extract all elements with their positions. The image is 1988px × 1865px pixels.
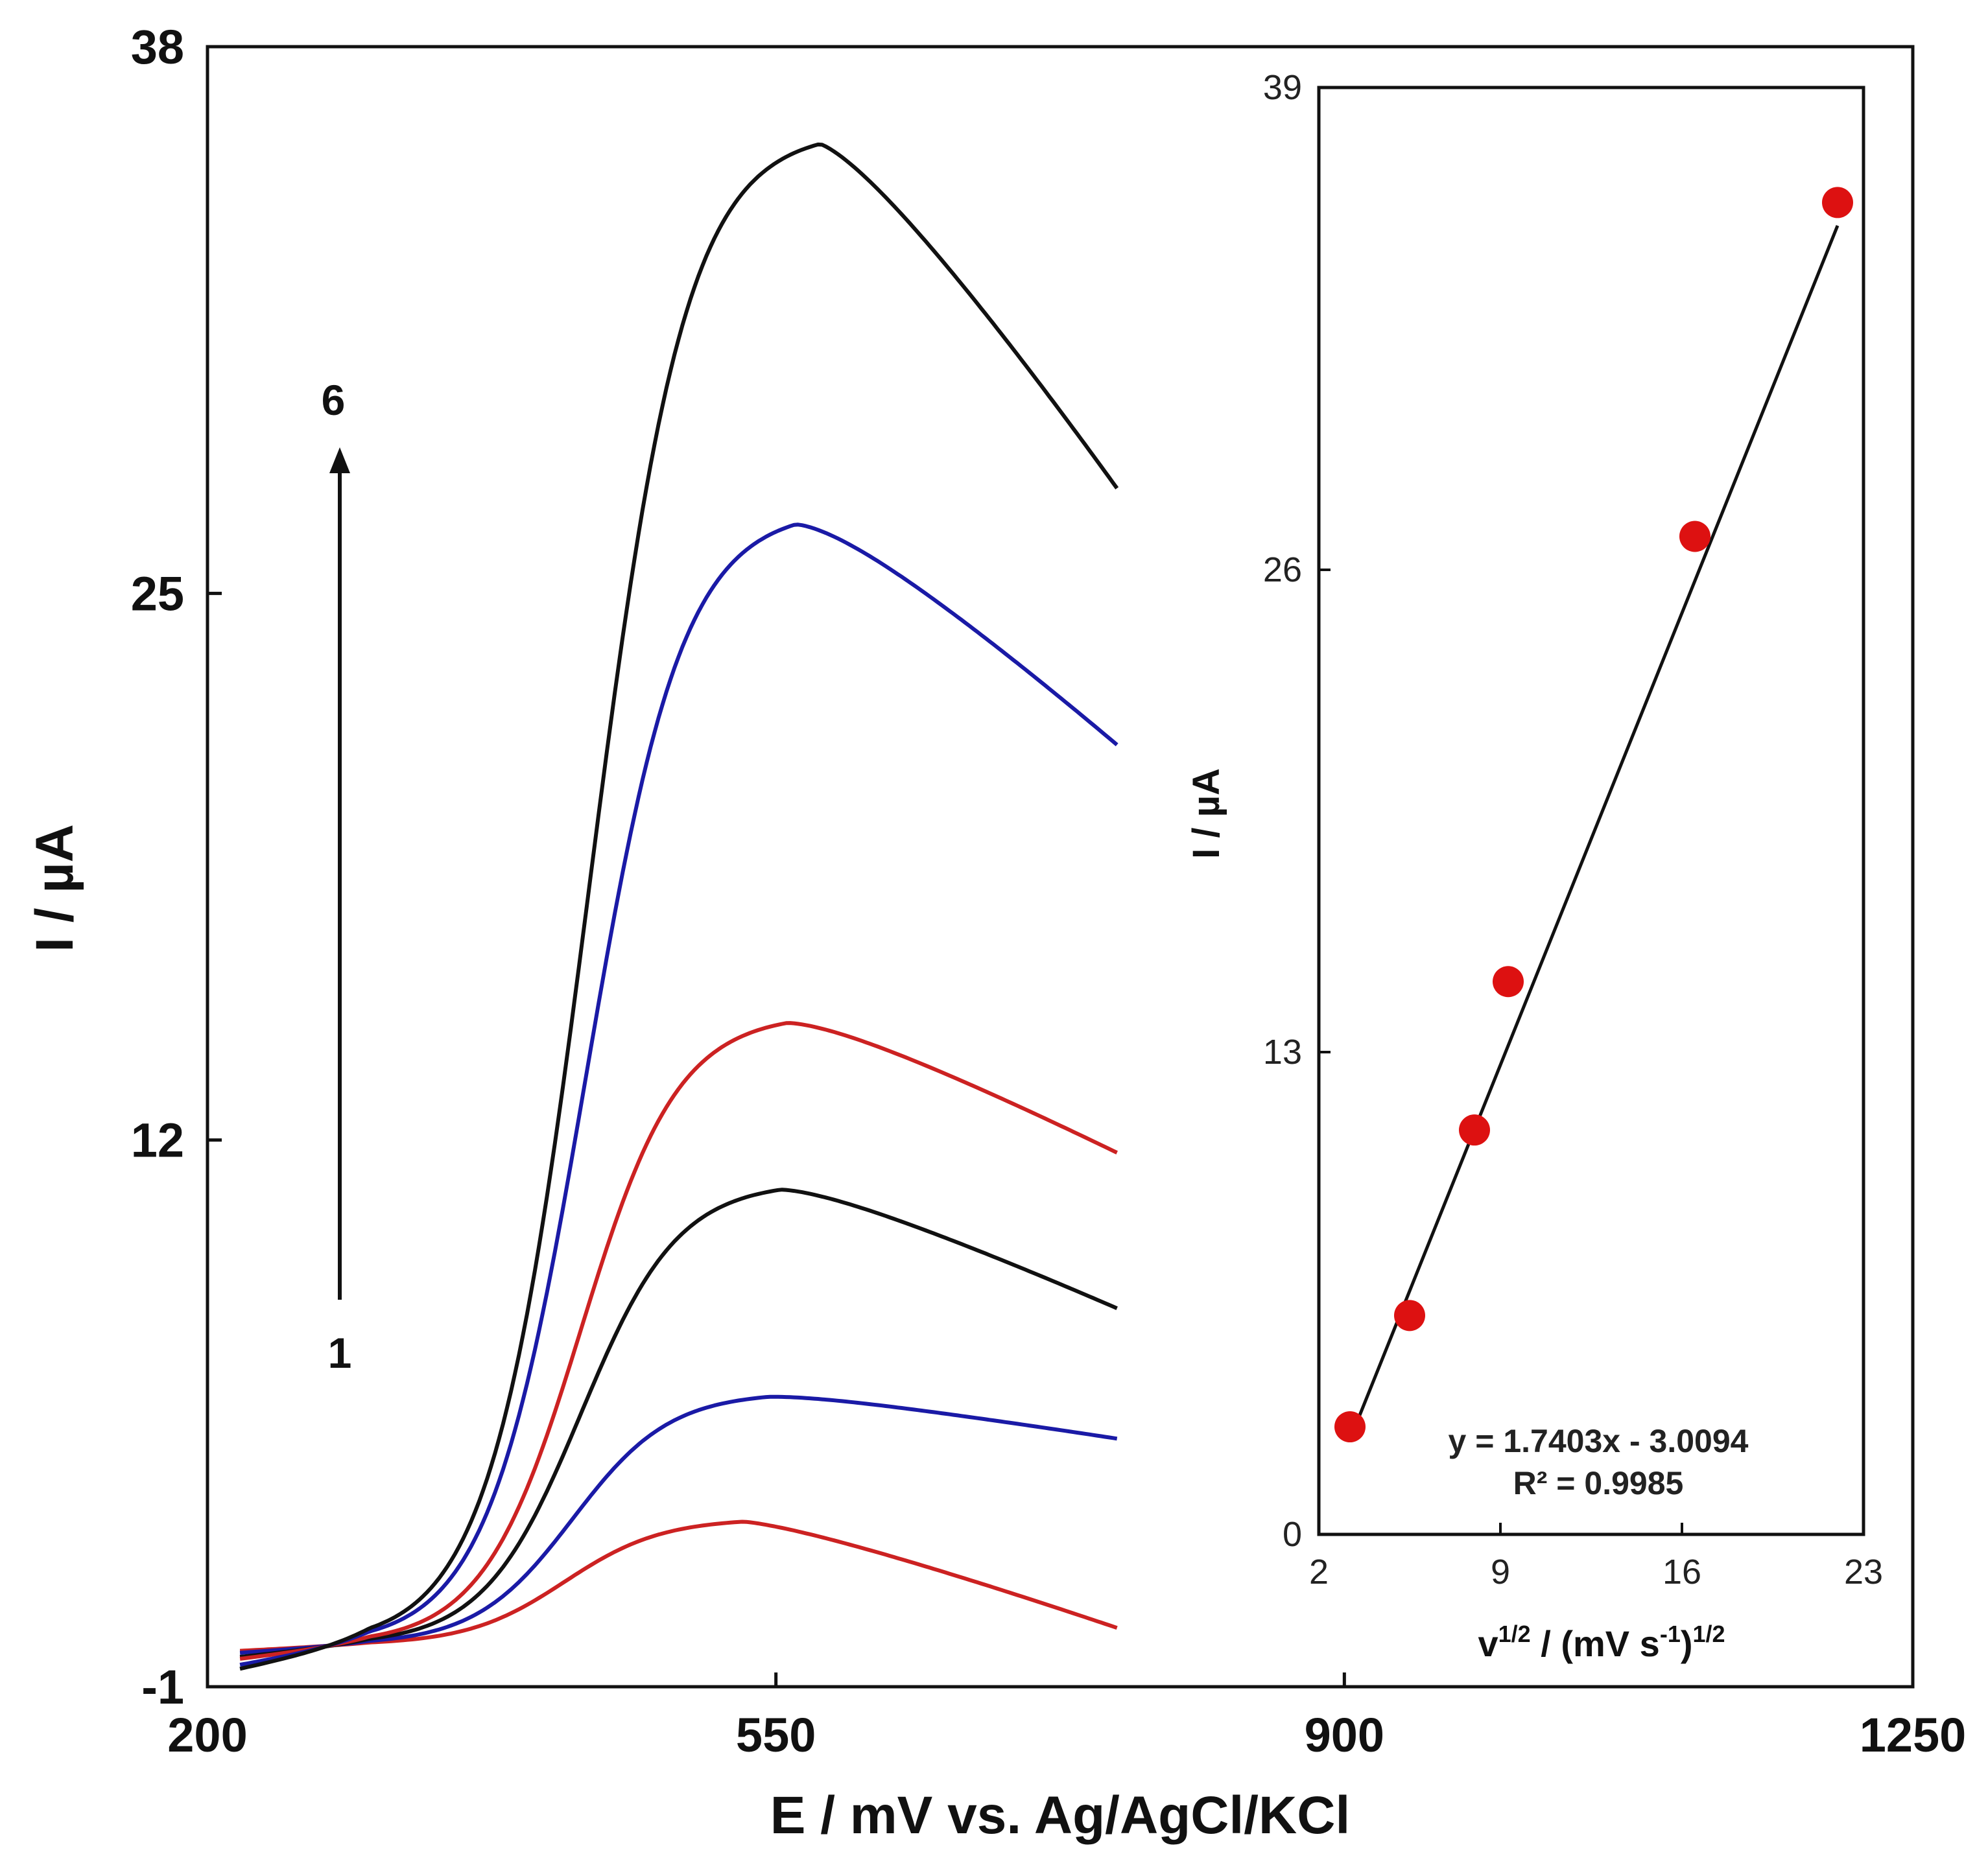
inset-y-axis-title: I / µA — [1185, 768, 1227, 859]
inset-equation: y = 1.7403x - 3.0094 — [1449, 1423, 1749, 1459]
main-curves — [239, 142, 1119, 1671]
inset-r-squared: R² = 0.9985 — [1513, 1465, 1684, 1501]
main-x-axis-title: E / mV vs. Ag/AgCl/KCl — [770, 1786, 1351, 1845]
inset-x-tick-label: 23 — [1844, 1553, 1883, 1591]
main-x-tick-label: 900 — [1305, 1708, 1384, 1762]
main-y-tick-label: 12 — [131, 1114, 184, 1167]
scan-rate-arrow: 6 1 — [322, 376, 352, 1377]
arrow-head — [329, 447, 350, 473]
inset-xlabel-sup3: 1/2 — [1693, 1621, 1725, 1647]
curve-series-6 — [239, 142, 1119, 1671]
curve-series-1 — [239, 1519, 1118, 1653]
inset-x-ticks: 2 9 16 23 — [1309, 1523, 1883, 1591]
main-x-ticks: 200 550 900 1250 — [167, 1672, 1966, 1762]
arrow-start-label: 1 — [328, 1329, 352, 1377]
inset-fit-line — [1348, 225, 1840, 1440]
inset-y-ticks: 0 13 26 39 — [1263, 68, 1331, 1554]
inset-data-point — [1334, 1411, 1366, 1443]
inset-data-point — [1493, 966, 1524, 998]
inset-xlabel-sup1: 1/2 — [1498, 1621, 1531, 1647]
main-x-tick-label: 200 — [167, 1708, 247, 1762]
curve-series-2 — [239, 1394, 1118, 1655]
main-x-tick-label: 550 — [736, 1708, 816, 1762]
inset-x-axis-title: v1/2 / (mV s-1)1/2 — [1478, 1621, 1725, 1664]
inset-data-point — [1459, 1114, 1490, 1146]
main-y-tick-label: 25 — [131, 567, 184, 620]
inset-points — [1334, 187, 1853, 1443]
arrow-end-label: 6 — [322, 376, 346, 424]
inset-data-point — [1822, 187, 1853, 218]
inset-xlabel-end: ) — [1681, 1623, 1693, 1664]
curve-series-5 — [239, 522, 1118, 1667]
inset-xlabel-sup2: -1 — [1660, 1621, 1681, 1647]
main-y-ticks: -1 12 25 38 — [131, 20, 222, 1714]
main-y-tick-label: -1 — [141, 1660, 184, 1714]
main-y-axis-title: I / µA — [25, 824, 84, 952]
inset-x-tick-label: 16 — [1663, 1553, 1701, 1591]
inset-y-tick-label: 26 — [1263, 550, 1302, 589]
main-y-tick-label: 38 — [131, 20, 184, 74]
inset-y-tick-label: 0 — [1283, 1515, 1302, 1554]
main-plot-frame — [206, 45, 1915, 1689]
inset-x-tick-label: 9 — [1491, 1553, 1510, 1591]
inset-data-point — [1394, 1300, 1425, 1331]
curve-series-4 — [239, 1021, 1118, 1661]
inset-y-tick-label: 39 — [1263, 68, 1302, 107]
curve-series-3 — [239, 1188, 1118, 1659]
inset-chart: 2 9 16 23 0 13 26 39 y = 1.7403x - 3.0094 R² =… — [1185, 68, 1883, 1664]
inset-plot-frame — [1317, 86, 1865, 1536]
main-x-tick-label: 1250 — [1860, 1708, 1967, 1762]
inset-xlabel-mid: / (mV s — [1531, 1623, 1660, 1664]
inset-y-tick-label: 13 — [1263, 1033, 1302, 1072]
inset-x-tick-label: 2 — [1309, 1553, 1329, 1591]
inset-xlabel-base: v — [1478, 1623, 1498, 1664]
inset-data-point — [1679, 521, 1710, 552]
